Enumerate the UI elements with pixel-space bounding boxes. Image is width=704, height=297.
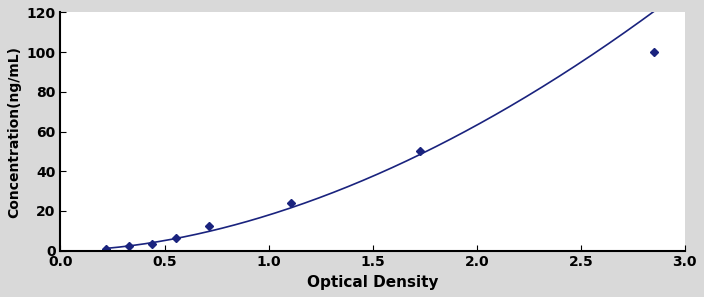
X-axis label: Optical Density: Optical Density <box>307 275 439 290</box>
Y-axis label: Concentration(ng/mL): Concentration(ng/mL) <box>7 45 21 217</box>
